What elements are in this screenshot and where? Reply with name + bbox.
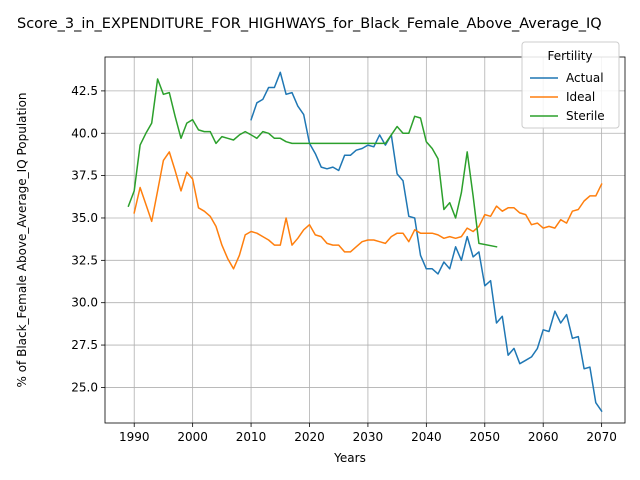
y-tick-label: 30.0 xyxy=(71,296,98,310)
x-tick-label: 2030 xyxy=(353,430,384,444)
series-line-sterile xyxy=(127,78,498,248)
legend: Fertility Actual Ideal Sterile xyxy=(521,41,620,129)
legend-label-ideal: Ideal xyxy=(566,90,595,104)
y-tick-label: 25.0 xyxy=(71,380,98,394)
y-tick-label: 42.5 xyxy=(71,84,98,98)
x-axis-ticks: 1990 2000 2010 2020 2030 2040 2050 2060 2070 xyxy=(119,423,617,444)
y-tick-label: 40.0 xyxy=(71,126,98,140)
chart-title: Score_3_in_EXPENDITURE_FOR_HIGHWAYS_for_… xyxy=(17,16,602,32)
x-tick-label: 2060 xyxy=(528,430,559,444)
legend-label-actual: Actual xyxy=(566,71,604,85)
legend-box xyxy=(521,41,620,129)
x-tick-label: 2020 xyxy=(294,430,325,444)
legend-label-sterile: Sterile xyxy=(566,109,605,123)
x-axis-label: Years xyxy=(333,451,366,465)
y-axis-ticks: 25.0 27.5 30.0 32.5 35.0 37.5 40.0 42.5 xyxy=(71,84,105,394)
y-tick-label: 35.0 xyxy=(71,211,98,225)
y-tick-label: 32.5 xyxy=(71,253,98,267)
legend-title: Fertility xyxy=(547,49,592,63)
y-tick-label: 37.5 xyxy=(71,169,98,183)
y-axis-label: % of Black_Female Above_Average_IQ Popul… xyxy=(15,92,29,387)
x-tick-label: 2040 xyxy=(411,430,442,444)
legend-entries: Actual Ideal Sterile xyxy=(530,71,605,123)
x-tick-label: 2070 xyxy=(586,430,617,444)
y-tick-label: 27.5 xyxy=(71,338,98,352)
plot-frame xyxy=(104,56,626,424)
x-tick-label: 1990 xyxy=(119,430,150,444)
series-lines xyxy=(127,71,603,413)
x-tick-label: 2000 xyxy=(177,430,208,444)
series-line-ideal xyxy=(133,151,603,270)
x-tick-label: 2050 xyxy=(470,430,501,444)
x-tick-label: 2010 xyxy=(236,430,267,444)
